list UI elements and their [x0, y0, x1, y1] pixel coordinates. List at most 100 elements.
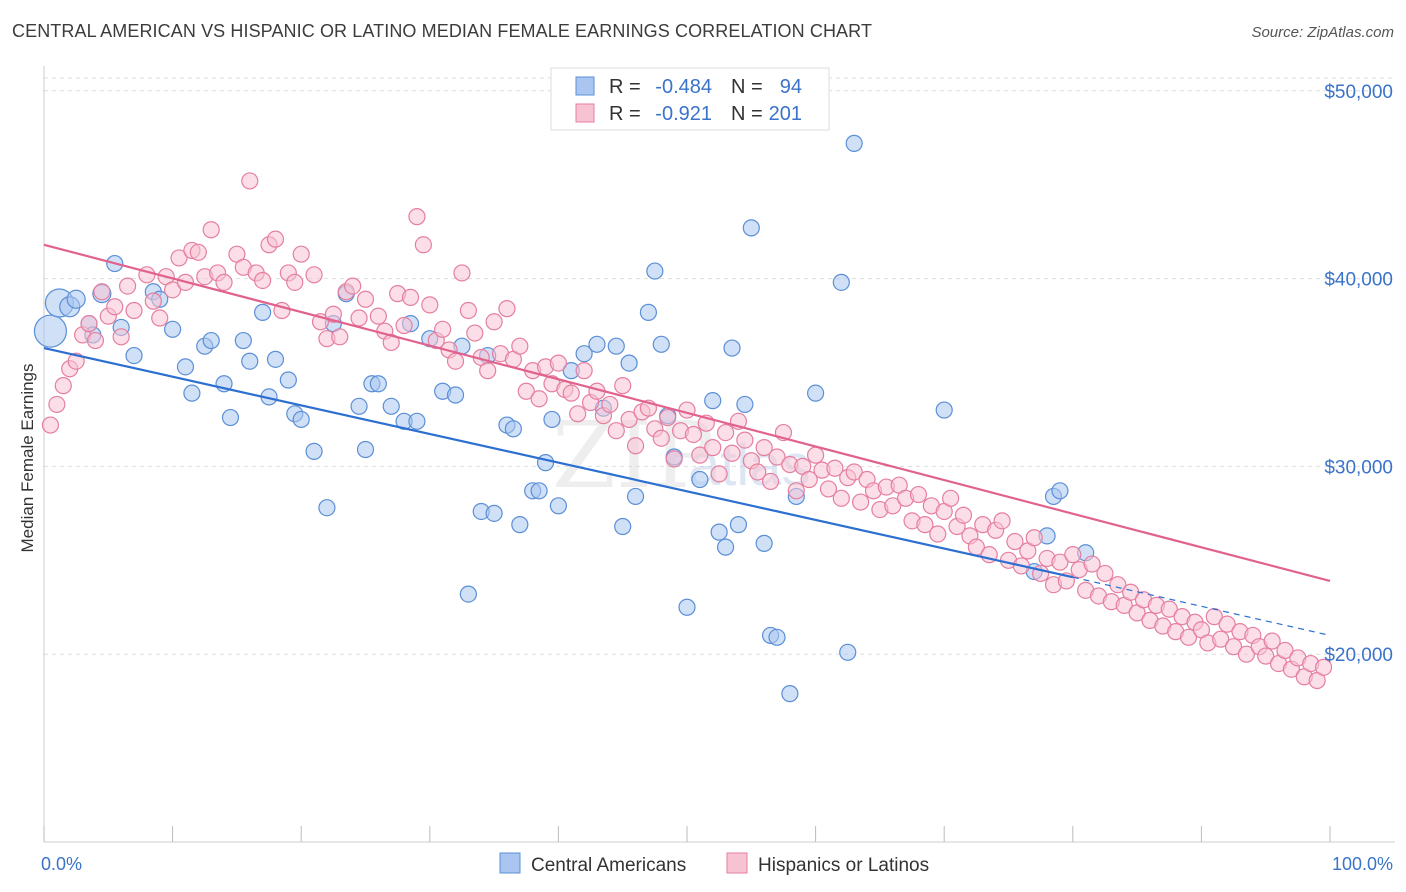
hispanic-latino-point	[118, 277, 137, 295]
y-tick-labels: $20,000 $30,000 $40,000 $50,000	[1324, 82, 1393, 666]
hispanic-latino-point	[819, 480, 838, 498]
hispanic-latino-point	[1064, 546, 1082, 564]
central-american-trend-line	[43, 346, 1074, 579]
hispanic-latino-point	[395, 316, 413, 335]
central-american-point	[530, 482, 548, 500]
chart-title: CENTRAL AMERICAN VS HISPANIC OR LATINO M…	[12, 21, 873, 41]
hispanic-latino-point	[562, 384, 580, 402]
hispanic-latino-point	[723, 444, 741, 462]
central-american-point	[549, 497, 568, 515]
central-american-point	[318, 499, 336, 517]
hispanic-latino-point	[665, 450, 683, 468]
hispanic-latino-point	[80, 315, 98, 333]
hispanic-latino-point	[202, 221, 220, 239]
central-american-point	[710, 523, 728, 541]
hispanic-latino-point	[575, 362, 593, 380]
hispanic-latino-point	[144, 292, 162, 310]
hispanic-latino-trend-line	[43, 243, 1331, 583]
hispanic-latino-point	[421, 296, 439, 314]
hispanic-latino-point	[1051, 553, 1069, 571]
central-american-point	[736, 395, 754, 414]
x-tick-labels: 0.0% 100.0%	[41, 854, 1393, 874]
central-american-point	[832, 273, 850, 291]
hispanic-latino-point	[48, 395, 66, 414]
hispanic-latino-point	[929, 525, 947, 543]
hispanic-latino-point	[909, 485, 928, 504]
hispanic-latino-point	[1096, 564, 1114, 583]
hispanic-latino-point	[614, 377, 632, 395]
hispanic-latino-point	[54, 377, 72, 395]
hispanic-latino-point	[112, 328, 130, 346]
central-american-point	[356, 440, 375, 459]
central-american-point	[164, 320, 182, 338]
central-american-point	[806, 384, 825, 402]
central-american-point	[279, 371, 297, 389]
hispanic-latino-point	[832, 489, 850, 507]
central-american-point	[266, 350, 285, 368]
source-credit: Source: ZipAtlas.com	[1251, 24, 1394, 41]
hispanic-latino-point	[344, 277, 362, 295]
hispanic-latino-point	[530, 390, 548, 408]
hispanic-latino-point	[331, 328, 349, 346]
hispanic-latino-point	[1006, 532, 1024, 551]
hispanic-latino-point	[768, 448, 786, 466]
hispanic-latino-point	[1237, 645, 1256, 663]
hispanic-latino-point	[401, 288, 420, 306]
central-american-point	[845, 134, 863, 152]
hispanic-latino-point	[485, 313, 503, 331]
hispanic-latino-point	[761, 472, 780, 491]
central-american-point	[221, 408, 240, 427]
hispanic-latino-point	[414, 236, 432, 254]
hispanic-latino-point	[86, 331, 105, 350]
central-american-point	[935, 401, 953, 419]
central-american-point	[755, 534, 773, 552]
central-american-point	[305, 442, 323, 460]
central-american-point	[781, 685, 799, 703]
legend-n-label: N =	[731, 103, 763, 125]
central-american-point	[543, 410, 561, 429]
central-american-point	[234, 331, 252, 350]
hispanic-latino-point	[446, 352, 465, 370]
y-tick-label: $20,000	[1324, 645, 1393, 666]
hispanic-latino-point	[845, 463, 863, 481]
legend-swatch-hispanics-latinos	[726, 852, 748, 874]
hispanic-latino-point	[659, 408, 677, 427]
central-american-point	[626, 487, 645, 506]
hispanic-latino-point	[215, 273, 233, 291]
hispanic-latino-point	[684, 425, 703, 444]
central-american-point	[588, 335, 606, 353]
legend-r-value: -0.484	[655, 76, 712, 98]
hispanic-latino-point	[755, 439, 773, 457]
hispanic-latino-point	[350, 309, 368, 327]
central-american-point	[176, 358, 195, 376]
hispanic-latino-point	[569, 405, 587, 423]
hispanic-latino-point	[800, 470, 818, 489]
hispanic-latino-point	[125, 301, 143, 320]
central-american-point	[607, 337, 625, 355]
y-tick-label: $30,000	[1324, 457, 1393, 478]
central-american-point	[382, 397, 400, 415]
hispanic-latino-point	[517, 382, 535, 400]
hispanic-latino-point	[704, 439, 722, 457]
legend-label-central-americans: Central Americans	[531, 855, 686, 876]
hispanic-latino-point	[1109, 576, 1127, 594]
hispanic-latino-point	[1083, 555, 1101, 573]
central-american-point	[639, 303, 658, 321]
hispanic-latino-point	[1314, 658, 1333, 676]
legend-label-hispanics-latinos: Hispanics or Latinos	[758, 855, 929, 876]
central-american-point	[183, 384, 201, 402]
central-american-point	[839, 643, 857, 661]
hispanic-latino-point	[41, 416, 60, 434]
central-american-point	[614, 517, 632, 536]
legend-r-label: R =	[609, 76, 641, 98]
hispanic-latino-point	[716, 423, 735, 442]
hispanic-latino-point	[884, 497, 902, 515]
central-american-point	[202, 331, 220, 350]
hispanic-latino-point	[466, 324, 484, 342]
hispanic-latino-point	[93, 283, 111, 301]
hispanic-latino-point	[1160, 600, 1178, 618]
series-legend: Central Americans Hispanics or Latinos	[499, 852, 929, 876]
hispanic-latino-point	[806, 446, 825, 464]
central-american-point	[768, 628, 786, 646]
